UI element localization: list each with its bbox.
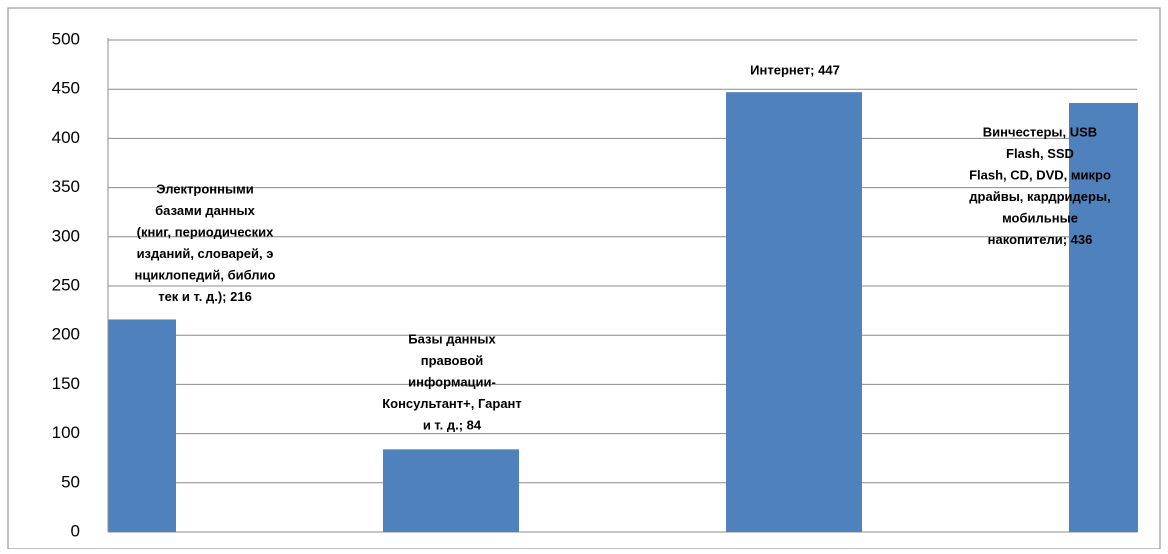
data-label: Электронными: [156, 181, 253, 196]
bar: [726, 92, 862, 532]
data-label: Винчестеры, USB: [983, 124, 1097, 139]
y-tick-label: 400: [52, 128, 80, 147]
bar: [1069, 102, 1138, 532]
data-label: изданий, словарей, э: [137, 246, 274, 261]
data-label: (книг, периодических: [137, 224, 275, 239]
y-tick-label: 350: [52, 177, 80, 196]
y-tick-label: 150: [52, 374, 80, 393]
data-label: Flash, CD, DVD, микро: [969, 167, 1111, 182]
y-tick-label: 0: [71, 521, 80, 540]
data-label: мобильные: [1002, 210, 1078, 225]
data-label: нциклопедий, библио: [135, 267, 276, 282]
data-label: накопители; 436: [988, 232, 1093, 247]
chart-border: [7, 7, 1161, 550]
bar: [383, 449, 519, 532]
y-tick-label: 200: [52, 325, 80, 344]
data-label: Интернет; 447: [750, 62, 840, 77]
bar: [108, 319, 176, 532]
y-tick-label: 500: [52, 29, 80, 48]
data-label: Консультант+, Гарант: [382, 396, 522, 411]
data-label: Базы данных: [408, 331, 496, 346]
y-tick-label: 100: [52, 423, 80, 442]
data-label: информации-: [408, 374, 496, 389]
data-label: и т. д.; 84: [423, 417, 482, 432]
data-label: правовой: [421, 353, 484, 368]
data-label: тек и т. д.); 216: [158, 289, 252, 304]
data-label: Flash, SSD: [1006, 146, 1074, 161]
y-tick-label: 250: [52, 275, 80, 294]
y-tick-label: 450: [52, 79, 80, 98]
plot-area: [108, 92, 1138, 532]
y-tick-label: 300: [52, 226, 80, 245]
y-tick-label: 50: [61, 472, 80, 491]
data-label: драйвы, кардридеры,: [969, 189, 1110, 204]
data-label: базами данных: [155, 203, 255, 218]
